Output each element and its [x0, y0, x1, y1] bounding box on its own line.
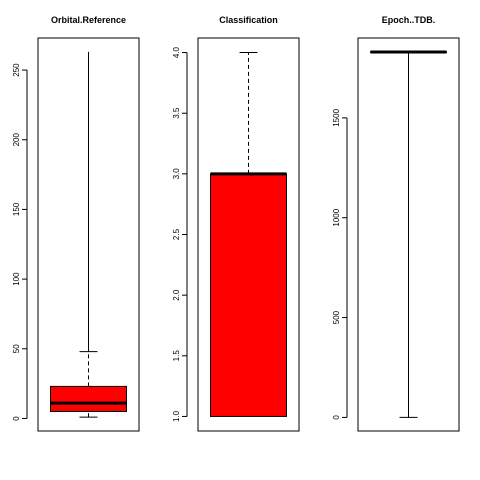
panel-title: Epoch..TDB.: [382, 15, 436, 25]
y-tick-label: 50: [12, 344, 21, 353]
panel-title: Classification: [219, 15, 278, 25]
y-tick-label: 3.0: [172, 168, 181, 180]
y-tick-label: 1500: [332, 108, 341, 126]
y-tick-label: 1000: [332, 208, 341, 226]
y-tick-label: 4.0: [172, 46, 181, 58]
panel-3: Epoch..TDB. 0 500 1000 1500: [332, 15, 460, 432]
panel-1: Orbital.Reference 0 50 100 150 200 250: [12, 15, 140, 432]
plot-frame: [357, 37, 460, 432]
y-tick-label: 1.0: [172, 410, 181, 422]
y-tick-label: 0: [12, 416, 21, 421]
plot-frame: [197, 37, 300, 432]
y-tick-label: 100: [12, 272, 21, 286]
y-tick-label: 1.5: [172, 350, 181, 362]
y-tick-label: 2.0: [172, 289, 181, 301]
y-tick-label: 500: [332, 310, 341, 324]
y-tick-label: 250: [12, 63, 21, 77]
y-tick-label: 2.5: [172, 228, 181, 240]
y-tick-label: 200: [12, 133, 21, 147]
y-tick-label: 150: [12, 202, 21, 216]
y-tick-label: 0: [332, 415, 341, 420]
plot-frame: [37, 37, 140, 432]
panel-title: Orbital.Reference: [51, 15, 126, 25]
y-tick-label: 3.5: [172, 107, 181, 119]
iqr-box: [50, 385, 127, 412]
iqr-box: [210, 173, 287, 417]
panel-2: Classification 1.0 1.5 2.0 2.5 3.0 3.5 4.0: [172, 15, 300, 432]
